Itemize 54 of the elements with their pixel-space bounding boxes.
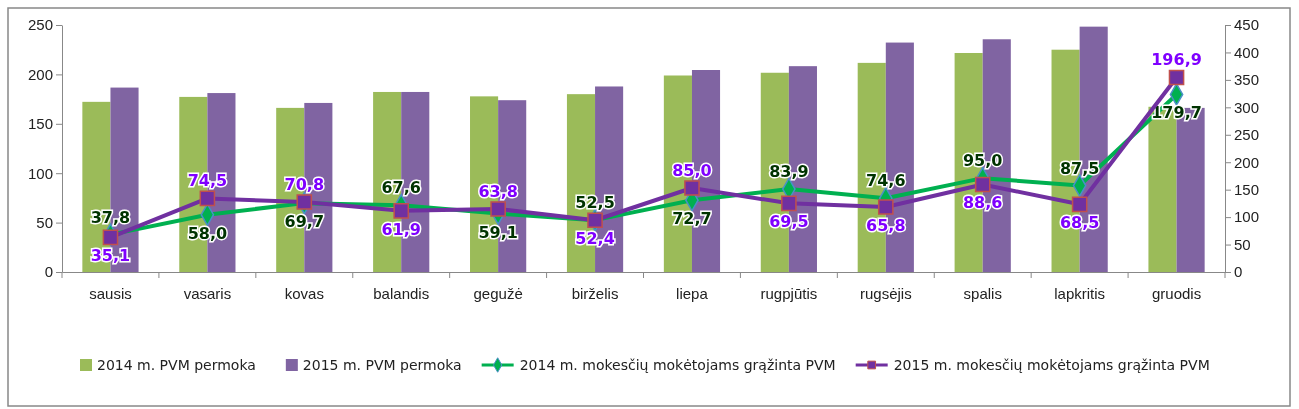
data-label: 63,8 bbox=[478, 181, 518, 201]
data-label: 67,6 bbox=[381, 178, 421, 198]
y2-tick-label: 200 bbox=[1234, 153, 1260, 171]
y-tick-label: 150 bbox=[27, 115, 53, 133]
data-label: 70,8 bbox=[284, 175, 325, 195]
data-label: 87,5 bbox=[1059, 158, 1100, 178]
data-label: 72,7 bbox=[672, 209, 712, 229]
legend-label: 2014 m. mokesčių mokėtojams grąžinta PVM bbox=[519, 357, 836, 373]
y2-tick-label: 50 bbox=[1234, 235, 1251, 253]
x-tick-label: vasaris bbox=[183, 285, 232, 302]
data-label: 69,5 bbox=[769, 212, 809, 232]
y-tick-label: 0 bbox=[44, 263, 53, 281]
data-label: 37,8 bbox=[90, 207, 131, 227]
data-label: 88,6 bbox=[962, 193, 1003, 213]
x-tick-label: liepa bbox=[676, 285, 709, 302]
legend-label: 2015 m. PVM permoka bbox=[302, 357, 462, 373]
data-label: 65,8 bbox=[866, 215, 906, 235]
x-tick-label: balandis bbox=[373, 285, 430, 302]
x-tick-label: birželis bbox=[571, 285, 619, 302]
data-label: 68,5 bbox=[1059, 213, 1100, 233]
data-label: 35,1 bbox=[90, 246, 131, 266]
data-label: 83,9 bbox=[769, 162, 809, 182]
y2-tick-label: 150 bbox=[1234, 180, 1260, 198]
x-tick-label: lapkritis bbox=[1054, 285, 1106, 302]
y-tick-label: 50 bbox=[36, 213, 53, 231]
y-tick-label: 100 bbox=[27, 164, 53, 182]
data-label: 59,1 bbox=[478, 222, 518, 242]
y2-tick-label: 300 bbox=[1234, 98, 1260, 116]
data-label: 58,0 bbox=[187, 223, 228, 243]
legend-label: 2014 m. PVM permoka bbox=[97, 357, 256, 373]
data-label: 52,5 bbox=[575, 193, 615, 213]
x-tick-label: spalis bbox=[963, 285, 1002, 302]
x-tick-label: gegužė bbox=[473, 285, 523, 302]
y-tick-label: 250 bbox=[27, 16, 53, 34]
y2-tick-label: 450 bbox=[1234, 16, 1260, 34]
data-label: 69,7 bbox=[284, 212, 325, 232]
x-tick-label: gruodis bbox=[1151, 285, 1202, 302]
x-tick-label: kovas bbox=[284, 285, 324, 302]
y2-tick-label: 400 bbox=[1234, 43, 1260, 61]
data-label: 95,0 bbox=[962, 151, 1003, 171]
x-tick-label: rugpjūtis bbox=[760, 285, 818, 302]
x-tick-label: rugsėjis bbox=[859, 285, 912, 302]
data-label: 61,9 bbox=[381, 219, 421, 239]
y2-tick-label: 100 bbox=[1234, 208, 1260, 226]
data-label: 74,6 bbox=[866, 171, 906, 191]
data-label: 196,9 bbox=[1151, 50, 1202, 70]
y-tick-label: 200 bbox=[27, 65, 53, 83]
y2-tick-label: 350 bbox=[1234, 71, 1260, 89]
data-label: 85,0 bbox=[672, 161, 712, 181]
legend-label: 2015 m. mokesčių mokėtojams grąžinta PVM bbox=[893, 357, 1210, 373]
x-tick-label: sausis bbox=[89, 285, 132, 302]
y2-tick-label: 0 bbox=[1234, 263, 1243, 281]
data-label: 74,5 bbox=[187, 171, 228, 191]
y2-tick-label: 250 bbox=[1234, 126, 1260, 144]
